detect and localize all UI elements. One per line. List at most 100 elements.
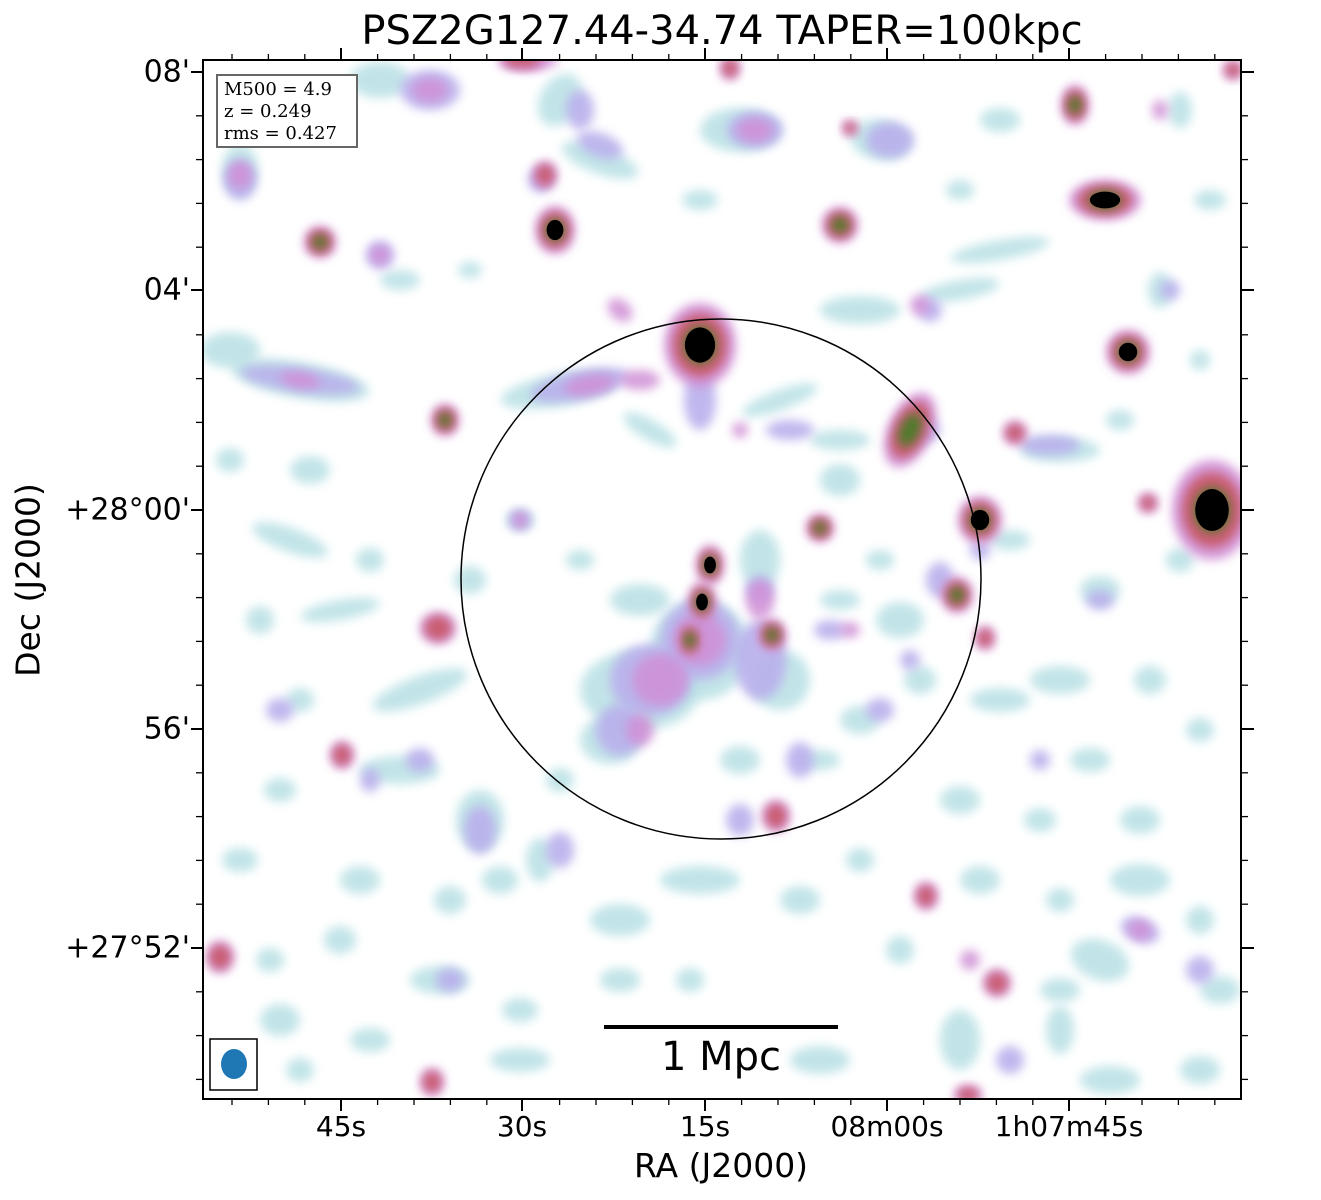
emission-blob bbox=[300, 597, 380, 623]
x-tick-label: 30s bbox=[496, 1110, 548, 1143]
emission-blob bbox=[960, 950, 980, 970]
emission-blob bbox=[1070, 748, 1110, 772]
emission-blob bbox=[765, 627, 779, 643]
emission-blob bbox=[766, 420, 814, 440]
emission-blob bbox=[1070, 938, 1130, 982]
emission-blob bbox=[280, 371, 320, 389]
emission-blob bbox=[1120, 806, 1160, 834]
emission-blob bbox=[1190, 350, 1210, 370]
x-tick-label: 08m00s bbox=[830, 1110, 944, 1143]
emission-blob bbox=[256, 948, 284, 972]
emission-blob bbox=[1068, 96, 1082, 114]
emission-blob bbox=[438, 412, 452, 428]
emission-blob bbox=[866, 698, 894, 722]
emission-blob bbox=[780, 886, 820, 914]
source-core bbox=[1118, 342, 1138, 362]
emission-blob bbox=[286, 1058, 314, 1082]
emission-blob bbox=[977, 629, 993, 647]
emission-blob bbox=[960, 866, 1000, 894]
emission-blob bbox=[264, 778, 296, 802]
emission-blob bbox=[866, 550, 894, 570]
emission-blob bbox=[1080, 1066, 1140, 1094]
emission-blob bbox=[814, 620, 846, 640]
emission-blob bbox=[1140, 495, 1156, 511]
emission-blob bbox=[380, 270, 420, 290]
emission-blob bbox=[940, 786, 980, 814]
source-core bbox=[546, 219, 564, 241]
beam-ellipse bbox=[221, 1049, 247, 1079]
emission-blob bbox=[840, 622, 860, 638]
emission-blob bbox=[546, 832, 574, 868]
emission-blob bbox=[370, 245, 390, 265]
emission-blob bbox=[458, 262, 482, 278]
emission-blob bbox=[290, 456, 330, 484]
emission-blob bbox=[546, 768, 574, 792]
emission-blob bbox=[562, 141, 638, 179]
emission-blob bbox=[356, 548, 384, 572]
emission-blob bbox=[1134, 666, 1166, 694]
emission-blob bbox=[620, 370, 660, 390]
plot-frame bbox=[202, 59, 1242, 1100]
emission-blob bbox=[566, 550, 594, 570]
emission-blob bbox=[626, 714, 654, 746]
emission-blob bbox=[684, 631, 696, 649]
source-core bbox=[704, 556, 716, 574]
emission-blob bbox=[406, 748, 434, 772]
emission-blob bbox=[209, 945, 231, 969]
emission-blob bbox=[412, 78, 448, 102]
emission-blob bbox=[820, 590, 860, 610]
emission-blob bbox=[350, 62, 410, 98]
emission-blob bbox=[676, 968, 704, 992]
emission-blob bbox=[904, 666, 936, 694]
emission-blob bbox=[790, 1046, 850, 1074]
emission-blob bbox=[813, 521, 827, 535]
emission-blob bbox=[732, 422, 748, 438]
emission-blob bbox=[957, 1087, 979, 1099]
emission-blob bbox=[434, 886, 466, 914]
x-tick-label: 45s bbox=[315, 1110, 367, 1143]
emission-blob bbox=[722, 60, 738, 77]
x-tick-label: 1h07m45s bbox=[994, 1110, 1144, 1143]
emission-blob bbox=[660, 866, 740, 894]
compact-sources bbox=[206, 60, 1241, 1099]
emission-blob bbox=[1225, 62, 1241, 78]
emission-blob bbox=[424, 616, 452, 640]
emission-blob bbox=[898, 413, 922, 447]
emission-blob bbox=[590, 904, 650, 936]
emission-blob bbox=[831, 216, 849, 234]
emission-blob bbox=[844, 122, 856, 134]
emission-blob bbox=[740, 530, 780, 590]
emission-blob bbox=[423, 1071, 441, 1093]
emission-blob bbox=[252, 522, 328, 558]
emission-blob bbox=[1152, 100, 1168, 120]
x-tick-label: 15s bbox=[679, 1110, 731, 1143]
emission-blob bbox=[866, 122, 914, 158]
emission-blob bbox=[990, 530, 1030, 550]
emission-blob bbox=[720, 746, 760, 774]
emission-blob bbox=[1006, 424, 1024, 442]
emission-blob bbox=[746, 580, 774, 620]
emission-blob bbox=[786, 742, 814, 778]
emission-blob bbox=[216, 448, 244, 472]
emission-blob bbox=[203, 332, 260, 368]
emission-blob bbox=[340, 866, 380, 894]
emission-blob bbox=[228, 161, 252, 189]
emission-blob bbox=[917, 885, 935, 907]
emission-blob bbox=[632, 654, 688, 706]
emission-blob bbox=[1160, 280, 1180, 300]
emission-blob bbox=[1186, 956, 1214, 984]
emission-blob bbox=[950, 236, 1050, 264]
emission-blob bbox=[737, 118, 773, 142]
emission-blob bbox=[502, 998, 538, 1022]
emission-blob bbox=[350, 1028, 390, 1052]
emission-blob bbox=[1106, 410, 1134, 430]
emission-blob bbox=[623, 412, 677, 448]
y-tick-label: +28°00' bbox=[65, 492, 190, 528]
emission-blob bbox=[765, 804, 787, 828]
rms-value: rms = 0.427 bbox=[224, 123, 337, 144]
emission-blob bbox=[1194, 190, 1226, 210]
emission-blob bbox=[820, 464, 860, 496]
y-tick-label: 56' bbox=[143, 711, 190, 747]
y-tick-label: 08' bbox=[143, 54, 190, 90]
y-axis-label: Dec (J2000) bbox=[8, 483, 48, 677]
